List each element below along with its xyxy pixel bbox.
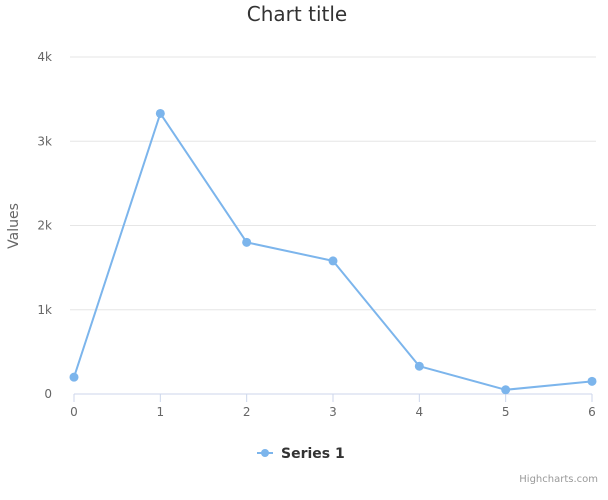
- data-point[interactable]: [587, 376, 597, 386]
- data-point[interactable]: [242, 237, 252, 247]
- credits-link[interactable]: Highcharts.com: [519, 474, 598, 485]
- data-point[interactable]: [414, 361, 424, 371]
- x-axis-tick-labels: 0 1 2 3 4 5 6: [70, 405, 596, 419]
- y-axis-title: Values: [6, 203, 22, 249]
- x-tick-label: 4: [416, 405, 424, 419]
- x-tick-label: 2: [243, 405, 251, 419]
- y-axis-tick-labels: 0 1k 2k 3k 4k: [37, 50, 52, 401]
- y-tick-label: 4k: [37, 50, 52, 64]
- data-point[interactable]: [69, 372, 79, 382]
- legend-marker-symbol: [261, 449, 269, 457]
- axes: [73, 393, 593, 402]
- x-tick-label: 3: [329, 405, 337, 419]
- data-point[interactable]: [155, 108, 165, 118]
- x-tick-label: 5: [502, 405, 510, 419]
- x-tick-label: 0: [70, 405, 78, 419]
- series-layer: [69, 108, 597, 395]
- x-tick-label: 1: [157, 405, 165, 419]
- series-line: [73, 112, 593, 391]
- chart-title: Chart title: [247, 2, 347, 26]
- y-tick-label: 1k: [37, 303, 52, 317]
- y-tick-label: 2k: [37, 219, 52, 233]
- grid-lines: [70, 56, 596, 311]
- y-tick-label: 0: [44, 387, 52, 401]
- data-point[interactable]: [501, 385, 511, 395]
- x-tick-label: 6: [588, 405, 596, 419]
- y-tick-label: 3k: [37, 134, 52, 148]
- legend[interactable]: Series 1: [257, 446, 345, 462]
- data-point[interactable]: [328, 256, 338, 266]
- legend-item-series-1[interactable]: Series 1: [281, 446, 345, 462]
